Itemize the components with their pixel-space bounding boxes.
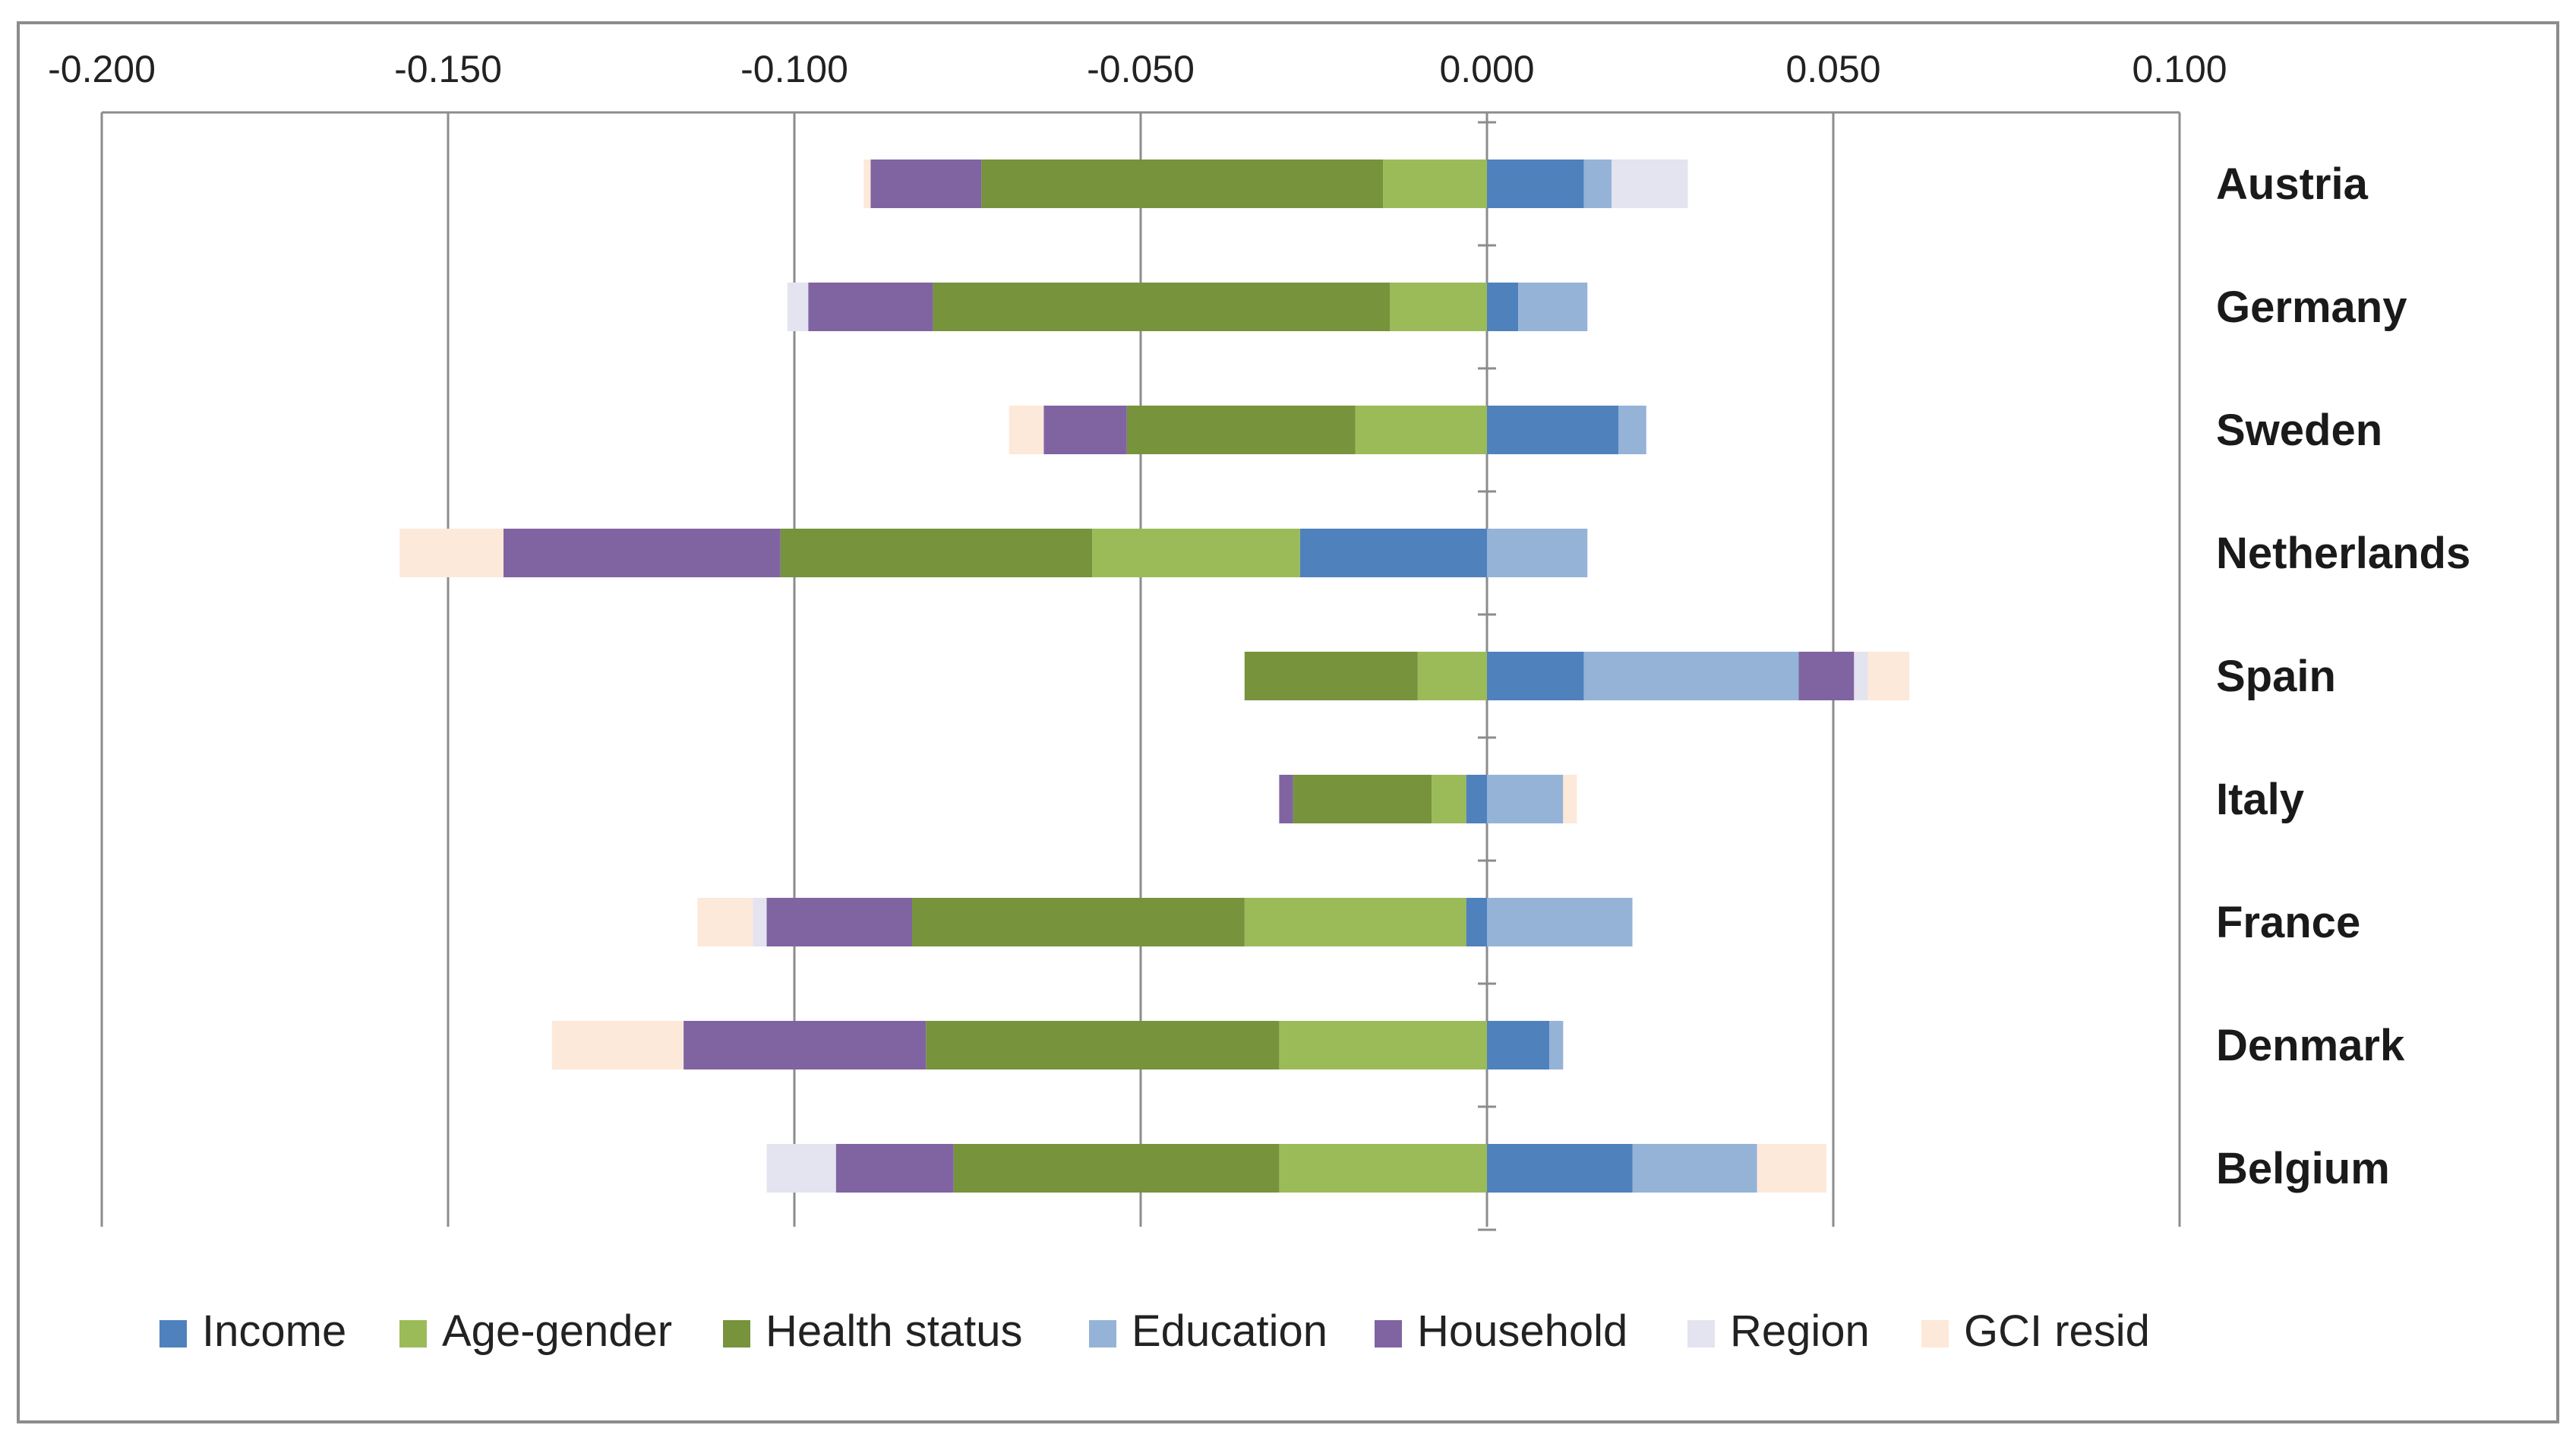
- legend-swatch: [399, 1320, 427, 1347]
- x-tick-label: 0.050: [1785, 48, 1880, 90]
- bar-segment: [835, 1144, 954, 1193]
- bar-segment: [981, 160, 1384, 208]
- bar-segment: [1355, 406, 1487, 454]
- bar-segment: [863, 160, 871, 208]
- bar-segment: [1487, 283, 1519, 331]
- legend-label: Region: [1730, 1306, 1870, 1356]
- bars: [399, 160, 1910, 1193]
- bar-segment: [787, 283, 809, 331]
- bar-segment: [1009, 406, 1044, 454]
- category-label: Italy: [2216, 775, 2304, 824]
- bar-segment: [1293, 775, 1432, 823]
- legend-label: Health status: [766, 1306, 1023, 1356]
- legend-label: Education: [1132, 1306, 1327, 1356]
- bar-segment: [1487, 1021, 1550, 1069]
- bar-segment: [1092, 529, 1300, 577]
- bar-segment: [766, 1144, 836, 1193]
- legend-label: GCI resid: [1964, 1306, 2150, 1356]
- bar-segment: [1518, 283, 1588, 331]
- bar-segment: [551, 1021, 684, 1069]
- category-label: Germany: [2216, 283, 2407, 332]
- bar-segment: [1417, 652, 1487, 700]
- bar-segment: [1632, 1144, 1757, 1193]
- bar-segment: [933, 283, 1391, 331]
- x-tick-label: -0.150: [394, 48, 502, 90]
- legend-swatch: [159, 1320, 187, 1347]
- bar-segment: [753, 898, 767, 946]
- bar-segment: [1487, 160, 1584, 208]
- bar-segment: [1487, 652, 1584, 700]
- bar-segment: [1798, 652, 1855, 700]
- category-label: Denmark: [2216, 1021, 2405, 1070]
- bar-segment: [1487, 406, 1619, 454]
- x-axis: -0.200 -0.150 -0.100 -0.050 0.000 0.050 0.100: [48, 48, 2227, 114]
- x-tick-label: 0.100: [2132, 48, 2227, 90]
- bar-segment: [1487, 898, 1633, 946]
- bar-segment: [697, 898, 753, 946]
- bar-segment: [780, 529, 1093, 577]
- category-label: Spain: [2216, 652, 2336, 701]
- x-tick-label: -0.050: [1087, 48, 1195, 90]
- bar-segment: [1854, 652, 1868, 700]
- category-label: Austria: [2216, 160, 2369, 209]
- bar-segment: [1043, 406, 1127, 454]
- bar-segment: [1466, 898, 1487, 946]
- bar-segment: [1383, 160, 1487, 208]
- x-tick-label: -0.200: [48, 48, 156, 90]
- bar-segment: [1583, 652, 1799, 700]
- x-tick-label: 0.000: [1439, 48, 1534, 90]
- bar-segment: [1279, 1144, 1487, 1193]
- legend-label: Age-gender: [442, 1306, 672, 1356]
- legend-label: Income: [202, 1306, 346, 1356]
- bar-segment: [683, 1021, 927, 1069]
- bar-segment: [1126, 406, 1356, 454]
- bar-segment: [1867, 652, 1910, 700]
- bar-segment: [1757, 1144, 1826, 1193]
- bar-segment: [1279, 775, 1293, 823]
- bar-segment: [399, 529, 504, 577]
- bar-segment: [1390, 283, 1487, 331]
- bar-segment: [1563, 775, 1577, 823]
- bar-segment: [1244, 652, 1418, 700]
- bar-segment: [503, 529, 781, 577]
- bar-segment: [1299, 529, 1487, 577]
- category-label: Sweden: [2216, 406, 2382, 455]
- bar-segment: [1612, 160, 1688, 208]
- bar-segment: [1487, 775, 1564, 823]
- bar-segment: [870, 160, 982, 208]
- x-tick-label: -0.100: [740, 48, 848, 90]
- category-labels: Austria Germany Sweden Netherlands Spain Ital…: [2216, 160, 2470, 1193]
- bar-segment: [808, 283, 933, 331]
- bar-segment: [766, 898, 913, 946]
- bar-segment: [912, 898, 1245, 946]
- legend-swatch: [1687, 1320, 1715, 1347]
- legend-swatch: [1375, 1320, 1402, 1347]
- bar-segment: [1279, 1021, 1487, 1069]
- bar-segment: [1487, 529, 1588, 577]
- bar-segment: [1618, 406, 1646, 454]
- category-label: Netherlands: [2216, 529, 2470, 578]
- bar-segment: [1244, 898, 1466, 946]
- category-label: Belgium: [2216, 1144, 2390, 1193]
- legend-swatch: [1921, 1320, 1949, 1347]
- legend: Income Age-gender Health status Education Ho…: [159, 1306, 2150, 1356]
- category-label: France: [2216, 898, 2360, 947]
- legend-swatch: [1089, 1320, 1116, 1347]
- bar-segment: [1432, 775, 1466, 823]
- legend-label: Household: [1417, 1306, 1627, 1356]
- bar-segment: [1466, 775, 1487, 823]
- bar-segment: [953, 1144, 1280, 1193]
- bar-segment: [926, 1021, 1280, 1069]
- bar-segment: [1549, 1021, 1564, 1069]
- bar-segment: [1583, 160, 1612, 208]
- bar-segment: [1487, 1144, 1633, 1193]
- legend-swatch: [723, 1320, 750, 1347]
